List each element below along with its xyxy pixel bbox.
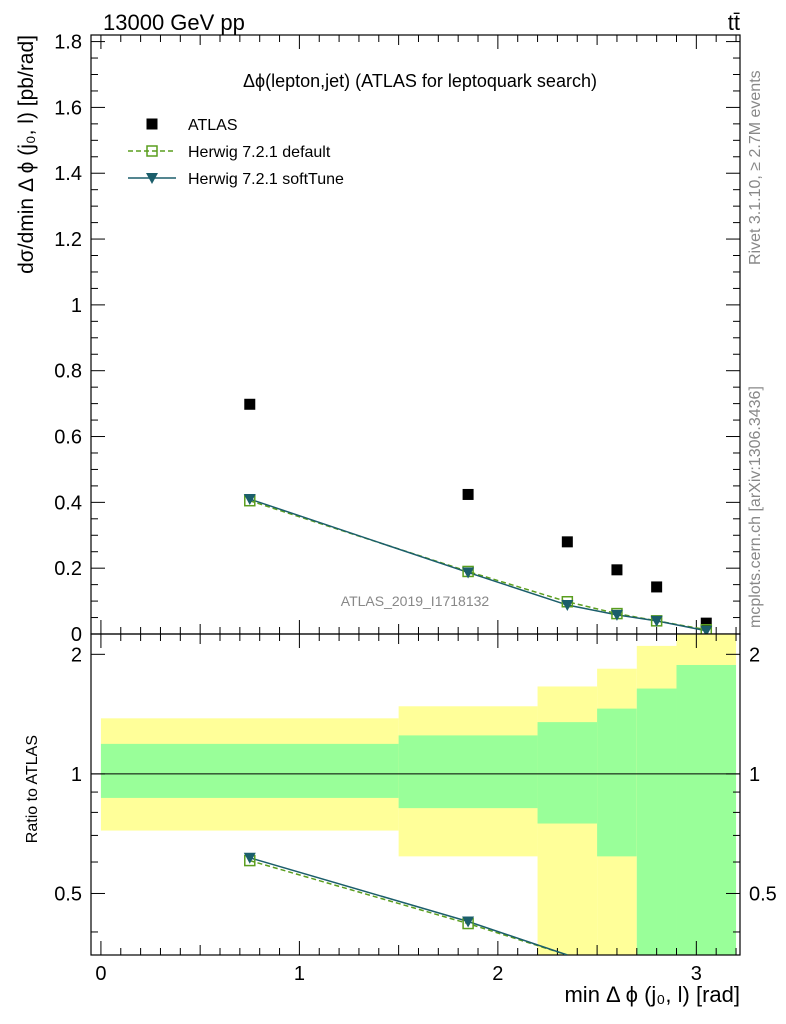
x-axis-label: min Δ ϕ (j₀, l) [rad] <box>564 982 740 1007</box>
data-point-series-0 <box>462 488 474 500</box>
ratio-y-axis-label: Ratio to ATLAS <box>24 735 41 843</box>
header-final-state-label: tt̄ <box>728 10 740 35</box>
y-tick-label: 0.4 <box>54 492 82 514</box>
data-point-series-0 <box>700 617 712 629</box>
x-tick-label: 3 <box>691 963 702 985</box>
ratio-series-line-0 <box>249 859 568 955</box>
data-point-series-2 <box>610 609 623 621</box>
data-point-series-2 <box>700 625 713 637</box>
ratio-data-point-series-1 <box>462 916 475 928</box>
green-uncertainty-band <box>537 722 598 824</box>
legend-marker-1 <box>146 145 158 157</box>
ratio-y-tick-label-left: 2 <box>71 644 82 666</box>
ratio-plot-frame <box>90 633 741 956</box>
mcplots-source-label: mcplots.cern.ch [arXiv:1306.3436] <box>747 386 764 628</box>
y-axis-label: dσ/dmin Δ ϕ (j₀, l) [pb/rad] <box>15 35 38 274</box>
ratio-y-tick-label-left: 0.5 <box>54 883 82 905</box>
rivet-version-label: Rivet 3.1.10, ≥ 2.7M events <box>747 70 764 265</box>
y-tick-label: 0 <box>71 624 82 646</box>
green-uncertainty-band <box>398 735 538 809</box>
x-tick-label: 0 <box>95 963 106 985</box>
legend-label-2: Herwig 7.2.1 softTune <box>188 171 344 188</box>
header-process-label: 13000 GeV pp <box>103 10 245 35</box>
ratio-y-tick-label-right: 0.5 <box>749 883 777 905</box>
ratio-plot-panel: 0 1 2 3 0.5 0.5 1 1 2 2 Ratio to ATLAS min Δ ϕ (j₀,… <box>24 633 777 1007</box>
series-line-2 <box>249 498 707 632</box>
x-tick-label: 1 <box>294 963 305 985</box>
x-tick-label: 2 <box>492 963 503 985</box>
y-tick-label: 0.2 <box>54 558 82 580</box>
data-point-series-0 <box>651 581 663 593</box>
y-tick-label: 1.6 <box>54 97 82 119</box>
series-line-1 <box>249 499 707 631</box>
data-point-series-2 <box>650 615 663 627</box>
y-tick-label: 1.4 <box>54 163 82 185</box>
data-point-series-0 <box>561 536 573 548</box>
data-point-series-2 <box>243 494 256 506</box>
plot-title: Δϕ(lepton,jet) (ATLAS for leptoquark sea… <box>243 71 597 91</box>
legend-marker-0 <box>146 118 158 130</box>
ratio-y-tick-label-left: 1 <box>71 764 82 786</box>
legend-label-0: ATLAS <box>188 117 238 134</box>
y-tick-label: 0.6 <box>54 427 82 449</box>
ratio-data-point-series-1 <box>243 852 256 864</box>
main-plot-panel: 0 0.2 0.4 0.6 0.8 1 1.2 1.4 1.6 1.8 dσ/dmin Δ ϕ (j… <box>15 32 741 646</box>
green-uncertainty-band <box>636 688 677 955</box>
green-uncertainty-band <box>100 743 399 798</box>
green-uncertainty-band <box>676 664 737 955</box>
y-tick-label: 0.8 <box>54 361 82 383</box>
legend-label-1: Herwig 7.2.1 default <box>188 144 331 161</box>
legend-marker-2 <box>146 173 158 184</box>
y-tick-label: 1 <box>71 295 82 317</box>
ratio-y-tick-label-right: 1 <box>749 764 760 786</box>
data-point-series-2 <box>561 600 574 612</box>
y-tick-label: 1.8 <box>54 32 82 54</box>
data-point-series-0 <box>244 398 256 410</box>
y-tick-label: 1.2 <box>54 229 82 251</box>
ratio-y-tick-label-right: 2 <box>749 644 760 666</box>
green-uncertainty-band <box>597 708 637 857</box>
data-point-series-2 <box>462 567 475 579</box>
data-point-series-0 <box>611 564 623 576</box>
analysis-watermark: ATLAS_2019_I1718132 <box>341 593 490 609</box>
